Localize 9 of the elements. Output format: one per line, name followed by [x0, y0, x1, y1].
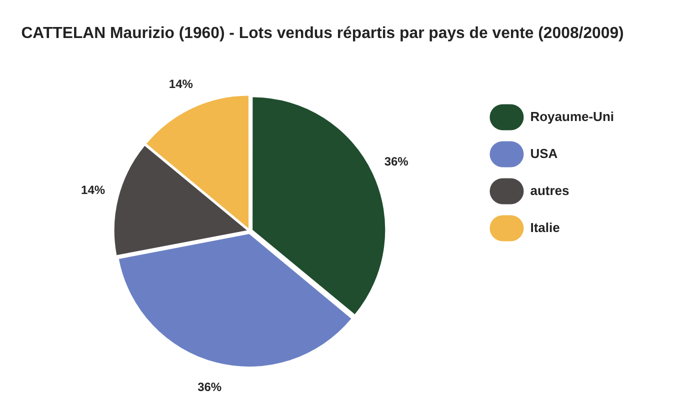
data-label: 14% [81, 183, 106, 198]
legend-label: USA [530, 146, 558, 161]
legend-label: Italie [530, 220, 560, 235]
legend-label: Royaume-Uni [530, 108, 614, 124]
data-label: 14% [168, 76, 194, 91]
legend-label: autres [530, 182, 570, 198]
data-label: 36% [198, 380, 222, 394]
chart-title: CATTELAN Maurizio (1960) - Lots vendus répartis par pays de vente (2008/2009) [21, 24, 624, 42]
data-label: 36% [384, 154, 409, 168]
